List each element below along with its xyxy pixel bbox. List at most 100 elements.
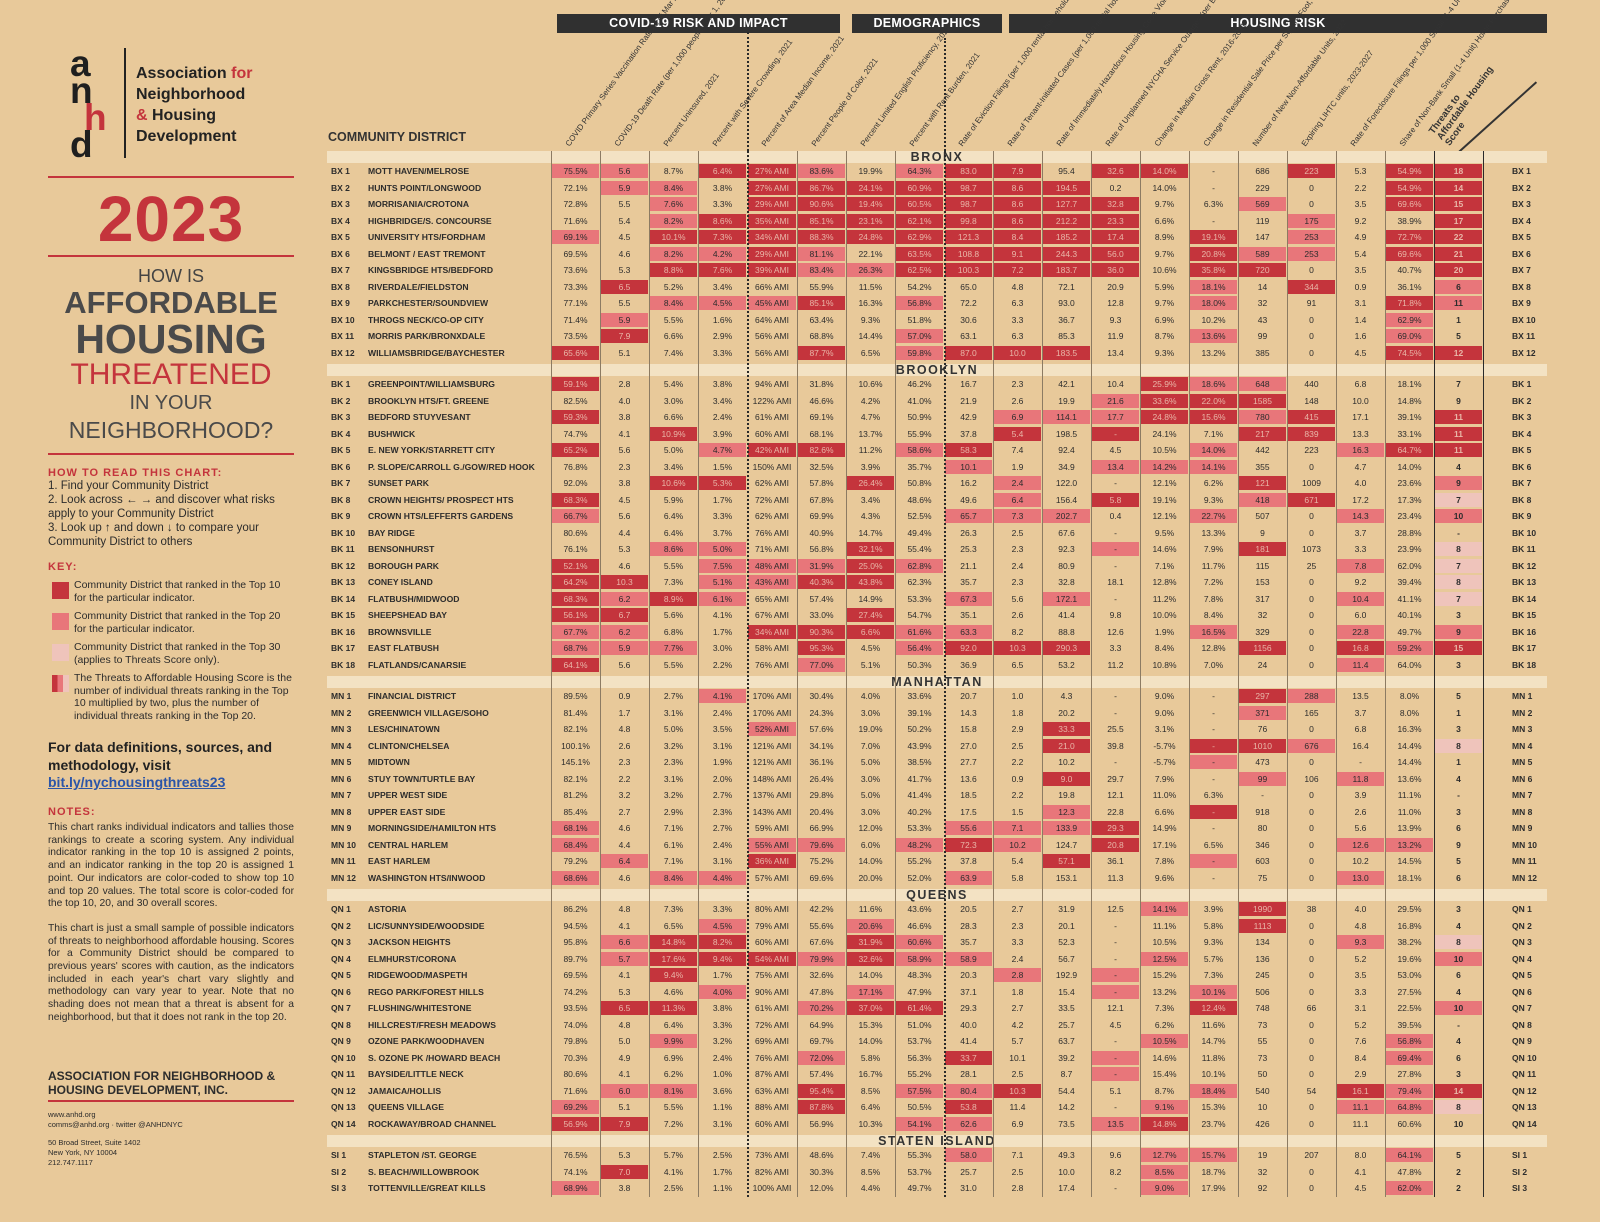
indicator-value: 22.1% [858, 248, 883, 259]
table-row: MN 12 WASHINGTON HTS/INWOOD 68.6% 4.6 8.4% 4.… [327, 870, 1557, 886]
section-housing-risk: HOUSING RISK [1009, 14, 1547, 33]
indicator-value: 93.5% [563, 1003, 588, 1013]
district-id-right: BX 2 [1512, 182, 1531, 193]
borough-header: MANHATTAN [327, 676, 1547, 688]
indicator-value: 0 [1309, 856, 1314, 866]
indicator-value: 1.7% [712, 970, 733, 980]
indicator-value: 69.4% [1386, 1050, 1433, 1065]
indicator-value: 19.8 [1058, 790, 1075, 800]
indicator-value: 8.6% [699, 213, 746, 228]
indicator-value: 79% AMI [754, 920, 790, 931]
indicator-value: 63.5% [896, 246, 943, 261]
indicator-value: 0 [1309, 199, 1314, 209]
indicator-value: 19.1% [1190, 230, 1237, 244]
address-line: 50 Broad Street, Suite 1402 [48, 1137, 141, 1147]
indicator-value: 22.0% [1190, 393, 1237, 408]
indicator-value: 83.6% [798, 164, 845, 178]
indicator-value: 60.6% [896, 935, 943, 949]
indicator-value: 13.3 [1352, 428, 1369, 439]
question-line-2: AFFORDABLE [64, 285, 278, 320]
indicator-value: 9.3% [1203, 494, 1224, 505]
district-id-right: BK 9 [1512, 511, 1532, 521]
indicator-value: 2.9% [663, 806, 684, 817]
indicator-value: 14.1% [1141, 902, 1188, 916]
indicator-value: 9 [1260, 527, 1265, 538]
district-id: BK 2 [331, 395, 351, 406]
indicator-value: 36% AMI [748, 854, 796, 868]
indicator-value: 43.8% [847, 575, 894, 589]
indicator-value: 7.3% [699, 230, 746, 244]
indicator-value: 4.6 [618, 823, 631, 833]
indicator-value: 1.0 [1011, 691, 1024, 701]
district-name: TOTTENVILLE/GREAT KILLS [368, 1183, 486, 1193]
methodology-link[interactable]: bit.ly/nychousingthreats23 [48, 774, 226, 790]
indicator-value: 73% AMI [754, 1150, 790, 1160]
threat-score: 15 [1435, 197, 1482, 211]
indicator-value: 121 [1239, 476, 1286, 490]
indicator-value: 6.4 [994, 492, 1041, 507]
indicator-value: 59.2% [1386, 641, 1433, 655]
indicator-value: 0 [1309, 626, 1314, 637]
indicator-value: 57.0% [896, 329, 943, 343]
table-row: BK 2 BROOKLYN HTS/FT. GREENE 82.5% 4.0 3.0% 3… [327, 393, 1557, 409]
indicator-value: 10.1% [1201, 1069, 1226, 1079]
indicator-value: 13.2% [1386, 837, 1433, 852]
email-twitter[interactable]: comms@anhd.org · twitter @ANHDNYC [48, 1119, 183, 1129]
district-name: HIGHBRIDGE/S. CONCOURSE [368, 215, 492, 226]
indicator-value: 60.9% [896, 180, 943, 195]
logo-divider [124, 48, 126, 158]
indicator-value: 7.1 [1011, 1150, 1024, 1160]
logo-letter-a: a [70, 43, 91, 84]
indicator-value: 17.1% [847, 984, 894, 999]
threat-score: 14 [1435, 180, 1482, 195]
indicator-value: 0 [1309, 1019, 1314, 1030]
indicator-value: 54.2% [907, 281, 932, 292]
indicator-value: 5.6 [1011, 593, 1024, 604]
section-divider [747, 32, 749, 151]
website-link[interactable]: www.anhd.org [48, 1109, 96, 1119]
district-id-right: BK 1 [1512, 379, 1532, 389]
indicator-value: 2.7 [618, 806, 631, 817]
indicator-value: 10.0 [1352, 395, 1369, 406]
indicator-value: 87% AMI [754, 1069, 790, 1079]
indicator-value: 51.8% [907, 314, 932, 325]
indicator-value: 145.1% [561, 757, 590, 767]
indicator-value: 27% AMI [748, 164, 796, 178]
indicator-value: 3.4% [712, 281, 733, 292]
indicator-value: 5.2% [663, 281, 684, 292]
district-name: S. BEACH/WILLOWBROOK [368, 1166, 480, 1177]
indicator-value: 5.5 [618, 298, 631, 308]
indicator-value: 1.1% [712, 1102, 733, 1112]
indicator-value: - [1190, 854, 1237, 868]
indicator-value: 7.0 [601, 1164, 648, 1179]
indicator-value: 64.1% [1386, 1148, 1433, 1162]
indicator-value: 80.9 [1058, 560, 1075, 571]
indicator-value: 540 [1255, 1085, 1270, 1096]
threat-score: 6 [1456, 823, 1461, 833]
indicator-value: 57.4% [809, 1069, 834, 1079]
indicator-value: 14.0% [1397, 461, 1422, 472]
indicator-value: 25.7 [960, 1166, 977, 1177]
district-name: MORNINGSIDE/HAMILTON HTS [368, 823, 497, 833]
indicator-value: 3.4% [663, 461, 684, 472]
indicator-value: 10.3 [994, 641, 1041, 655]
district-id-right: QN 2 [1512, 920, 1532, 931]
district-name: UPPER EAST SIDE [368, 806, 446, 817]
indicator-value: 79.6% [798, 837, 845, 852]
indicator-value: 4.5 [618, 232, 631, 242]
indicator-value: 5.1% [699, 575, 746, 589]
indicator-value: 41.4 [1058, 610, 1075, 620]
indicator-value: 4.6 [618, 560, 631, 571]
indicator-value: 9.3% [1203, 937, 1224, 947]
indicator-value: 75% AMI [754, 970, 790, 980]
district-id: BX 7 [331, 265, 350, 275]
indicator-value: 6.9 [1011, 1118, 1024, 1129]
district-name: UNIVERSITY HTS/FORDHAM [368, 232, 486, 242]
indicator-value: 108.8 [945, 246, 992, 261]
district-id: BK 17 [331, 643, 356, 653]
district-id-right: BK 6 [1512, 461, 1532, 472]
indicator-value: 69.9% [809, 511, 834, 521]
indicator-value: 64.3% [896, 164, 943, 178]
indicator-value: 5.8 [1011, 872, 1024, 883]
indicator-value: 12.8 [1107, 298, 1124, 308]
